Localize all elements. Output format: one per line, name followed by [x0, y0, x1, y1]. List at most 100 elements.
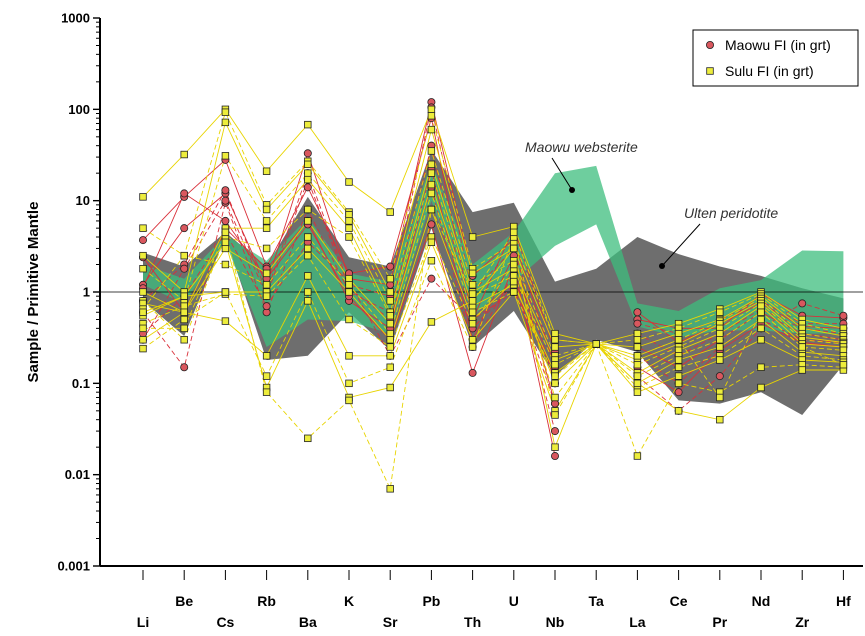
series-0-point [221, 186, 230, 195]
series-1-point [345, 217, 353, 225]
series-1-point [510, 228, 518, 237]
series-1-point [221, 260, 230, 269]
series-1-point [633, 388, 642, 396]
series-1-point [551, 443, 559, 451]
series-0-point [180, 224, 189, 233]
series-0-point [180, 189, 189, 198]
series-1-point [139, 224, 147, 232]
series-1-point [674, 372, 683, 380]
y-tick-label: 100 [68, 102, 90, 117]
series-1-point [386, 363, 394, 371]
series-1-point [262, 167, 271, 175]
series-1-point [304, 175, 312, 184]
y-tick-label: 1 [83, 285, 90, 300]
y-tick-label: 1000 [61, 11, 90, 26]
series-1-point [221, 228, 230, 237]
reference-fields [143, 149, 844, 415]
x-tick-label: Ce [670, 593, 688, 609]
series-1-point [180, 315, 188, 324]
series-1-point [757, 336, 765, 344]
series-1-point [345, 396, 353, 405]
series-1-point [345, 224, 353, 232]
series-0-line-1 [142, 107, 556, 384]
legend-box [692, 29, 859, 87]
series-1-point [221, 317, 230, 325]
series-1-point [633, 329, 642, 338]
series-1-point [674, 407, 683, 415]
series-1-point [468, 308, 477, 316]
series-1-point [139, 288, 147, 296]
series-1-point [180, 336, 188, 344]
series-1-point [468, 343, 477, 351]
x-tick-label: Rb [257, 593, 276, 609]
series-1-line-12 [142, 241, 844, 449]
series-1-point [674, 356, 683, 364]
series-1-point [304, 297, 312, 305]
series-0-line-1 [637, 300, 844, 335]
series-0-point [303, 183, 312, 192]
series-1-point [262, 372, 271, 380]
series-1-point [304, 244, 312, 253]
series-1-point [262, 224, 271, 232]
series-0-point [839, 311, 848, 320]
series-1-point [757, 315, 765, 324]
series-1-point [551, 343, 559, 351]
series-0-point [468, 368, 477, 377]
x-tick-label: Hf [836, 593, 851, 609]
series-1-point [180, 292, 188, 300]
series-1-point [427, 169, 436, 177]
series-1-point [716, 308, 724, 316]
series-1-point [221, 244, 230, 253]
x-tick-label: Li [137, 614, 149, 630]
series-1-point [139, 251, 147, 260]
series-1-point [427, 189, 436, 198]
series-1-point [551, 379, 559, 388]
series-1-point [633, 352, 642, 360]
series-0-line-6 [637, 323, 844, 393]
series-1-line-2 [142, 121, 844, 348]
area-field-1 [143, 162, 844, 347]
series-1-point [716, 393, 724, 402]
series-1-point [427, 318, 436, 326]
series-1-point [468, 297, 477, 305]
series-1-point [180, 324, 188, 333]
series-1-line-5 [142, 171, 844, 366]
series-0-line-2 [637, 302, 844, 344]
series-1-point [798, 366, 806, 374]
series-1-line-10 [142, 241, 844, 412]
series-0-point [715, 372, 724, 381]
y-tick-label: 10 [76, 193, 90, 208]
legend-entry-label: Maowu FI (in grt) [725, 37, 831, 53]
series-1-point [510, 260, 518, 269]
series-1-point [633, 372, 642, 380]
series-1-point [427, 205, 436, 214]
series-1-point [468, 281, 477, 289]
series-1-point [592, 340, 600, 348]
series-1-point [345, 288, 353, 296]
series-1-point [262, 269, 271, 278]
x-tick-label: K [344, 593, 354, 609]
series-0-point [798, 299, 807, 308]
series-1-point [468, 233, 477, 241]
series-1-point [757, 383, 765, 392]
series-1-line-13 [143, 207, 844, 491]
series-1-point [716, 415, 724, 424]
x-tick-label: Zr [795, 614, 810, 630]
sample-points [138, 98, 848, 493]
series-1-point [386, 288, 394, 296]
series-1-point [221, 238, 230, 247]
series-1-point [674, 329, 683, 338]
series-1-point [633, 360, 642, 369]
y-axis-title: Sample / Primitive Mantle [25, 202, 42, 383]
series-1-point [468, 319, 477, 328]
series-1-point [386, 208, 394, 216]
series-1-point [633, 336, 642, 344]
legend: Maowu FI (in grt) Sulu FI (in grt) [692, 29, 859, 87]
series-1-line-4 [142, 162, 844, 361]
series-1-point [386, 343, 394, 351]
series-1-point [757, 308, 765, 316]
series-1-point [180, 302, 188, 310]
annotation-label: Ulten peridotite [684, 205, 778, 221]
x-tick-label: Pr [712, 614, 727, 630]
series-1-point [304, 205, 312, 214]
